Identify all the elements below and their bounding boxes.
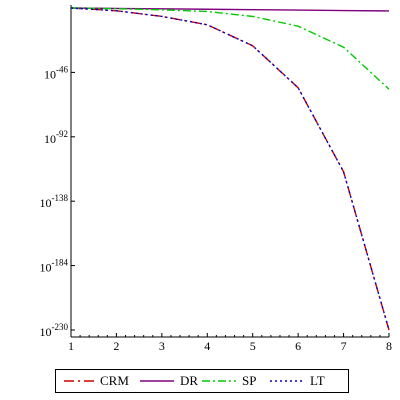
legend-swatch-dr	[140, 380, 174, 382]
legend: CRM DR SP LT	[55, 369, 349, 393]
x-tick-label: 5	[250, 339, 256, 353]
y-tick-label: 10-92	[44, 129, 68, 146]
y-tick-exponent: -46	[56, 64, 68, 74]
legend-label-lt: LT	[310, 373, 325, 388]
y-tick-label: 10-230	[40, 322, 69, 339]
legend-item-dr: DR	[138, 373, 198, 389]
x-tick-label: 1	[68, 339, 74, 353]
y-tick-exponent: -138	[52, 193, 69, 203]
x-tick-label: 4	[204, 339, 210, 353]
y-tick-label: 10-184	[40, 258, 69, 275]
legend-swatch-lt	[270, 380, 304, 382]
legend-item-sp: SP	[200, 373, 256, 389]
y-tick-base: 10	[44, 132, 56, 146]
y-tick-label: 10-46	[44, 64, 68, 81]
legend-item-crm: CRM	[62, 373, 129, 389]
legend-swatch-crm	[64, 380, 94, 382]
y-tick-base: 10	[40, 325, 52, 339]
y-tick-label: 10-138	[40, 193, 69, 210]
legend-swatch-sp	[202, 380, 236, 382]
axes	[70, 5, 389, 338]
legend-label-crm: CRM	[100, 373, 129, 388]
legend-label-dr: DR	[180, 373, 199, 388]
x-tick-label: 2	[113, 339, 119, 353]
series-line-sp	[70, 7, 390, 90]
x-tick-label: 6	[295, 339, 301, 353]
series-line-crm	[70, 7, 390, 331]
series-line-lt	[70, 7, 390, 331]
y-tick-base: 10	[40, 196, 52, 210]
x-tick-label: 3	[159, 339, 165, 353]
x-axis-ticks: 1 2 3 4 5 6 7 8	[68, 333, 392, 353]
legend-label-sp: SP	[242, 373, 257, 388]
y-tick-exponent: -184	[52, 258, 69, 268]
y-tick-base: 10	[40, 261, 52, 275]
x-tick-label: 7	[341, 339, 347, 353]
x-tick-label: 8	[386, 339, 392, 353]
series-layer	[70, 7, 390, 331]
y-tick-exponent: -230	[52, 322, 69, 332]
legend-item-lt: LT	[268, 373, 325, 389]
y-tick-base: 10	[44, 67, 56, 81]
y-tick-exponent: -92	[56, 129, 68, 139]
